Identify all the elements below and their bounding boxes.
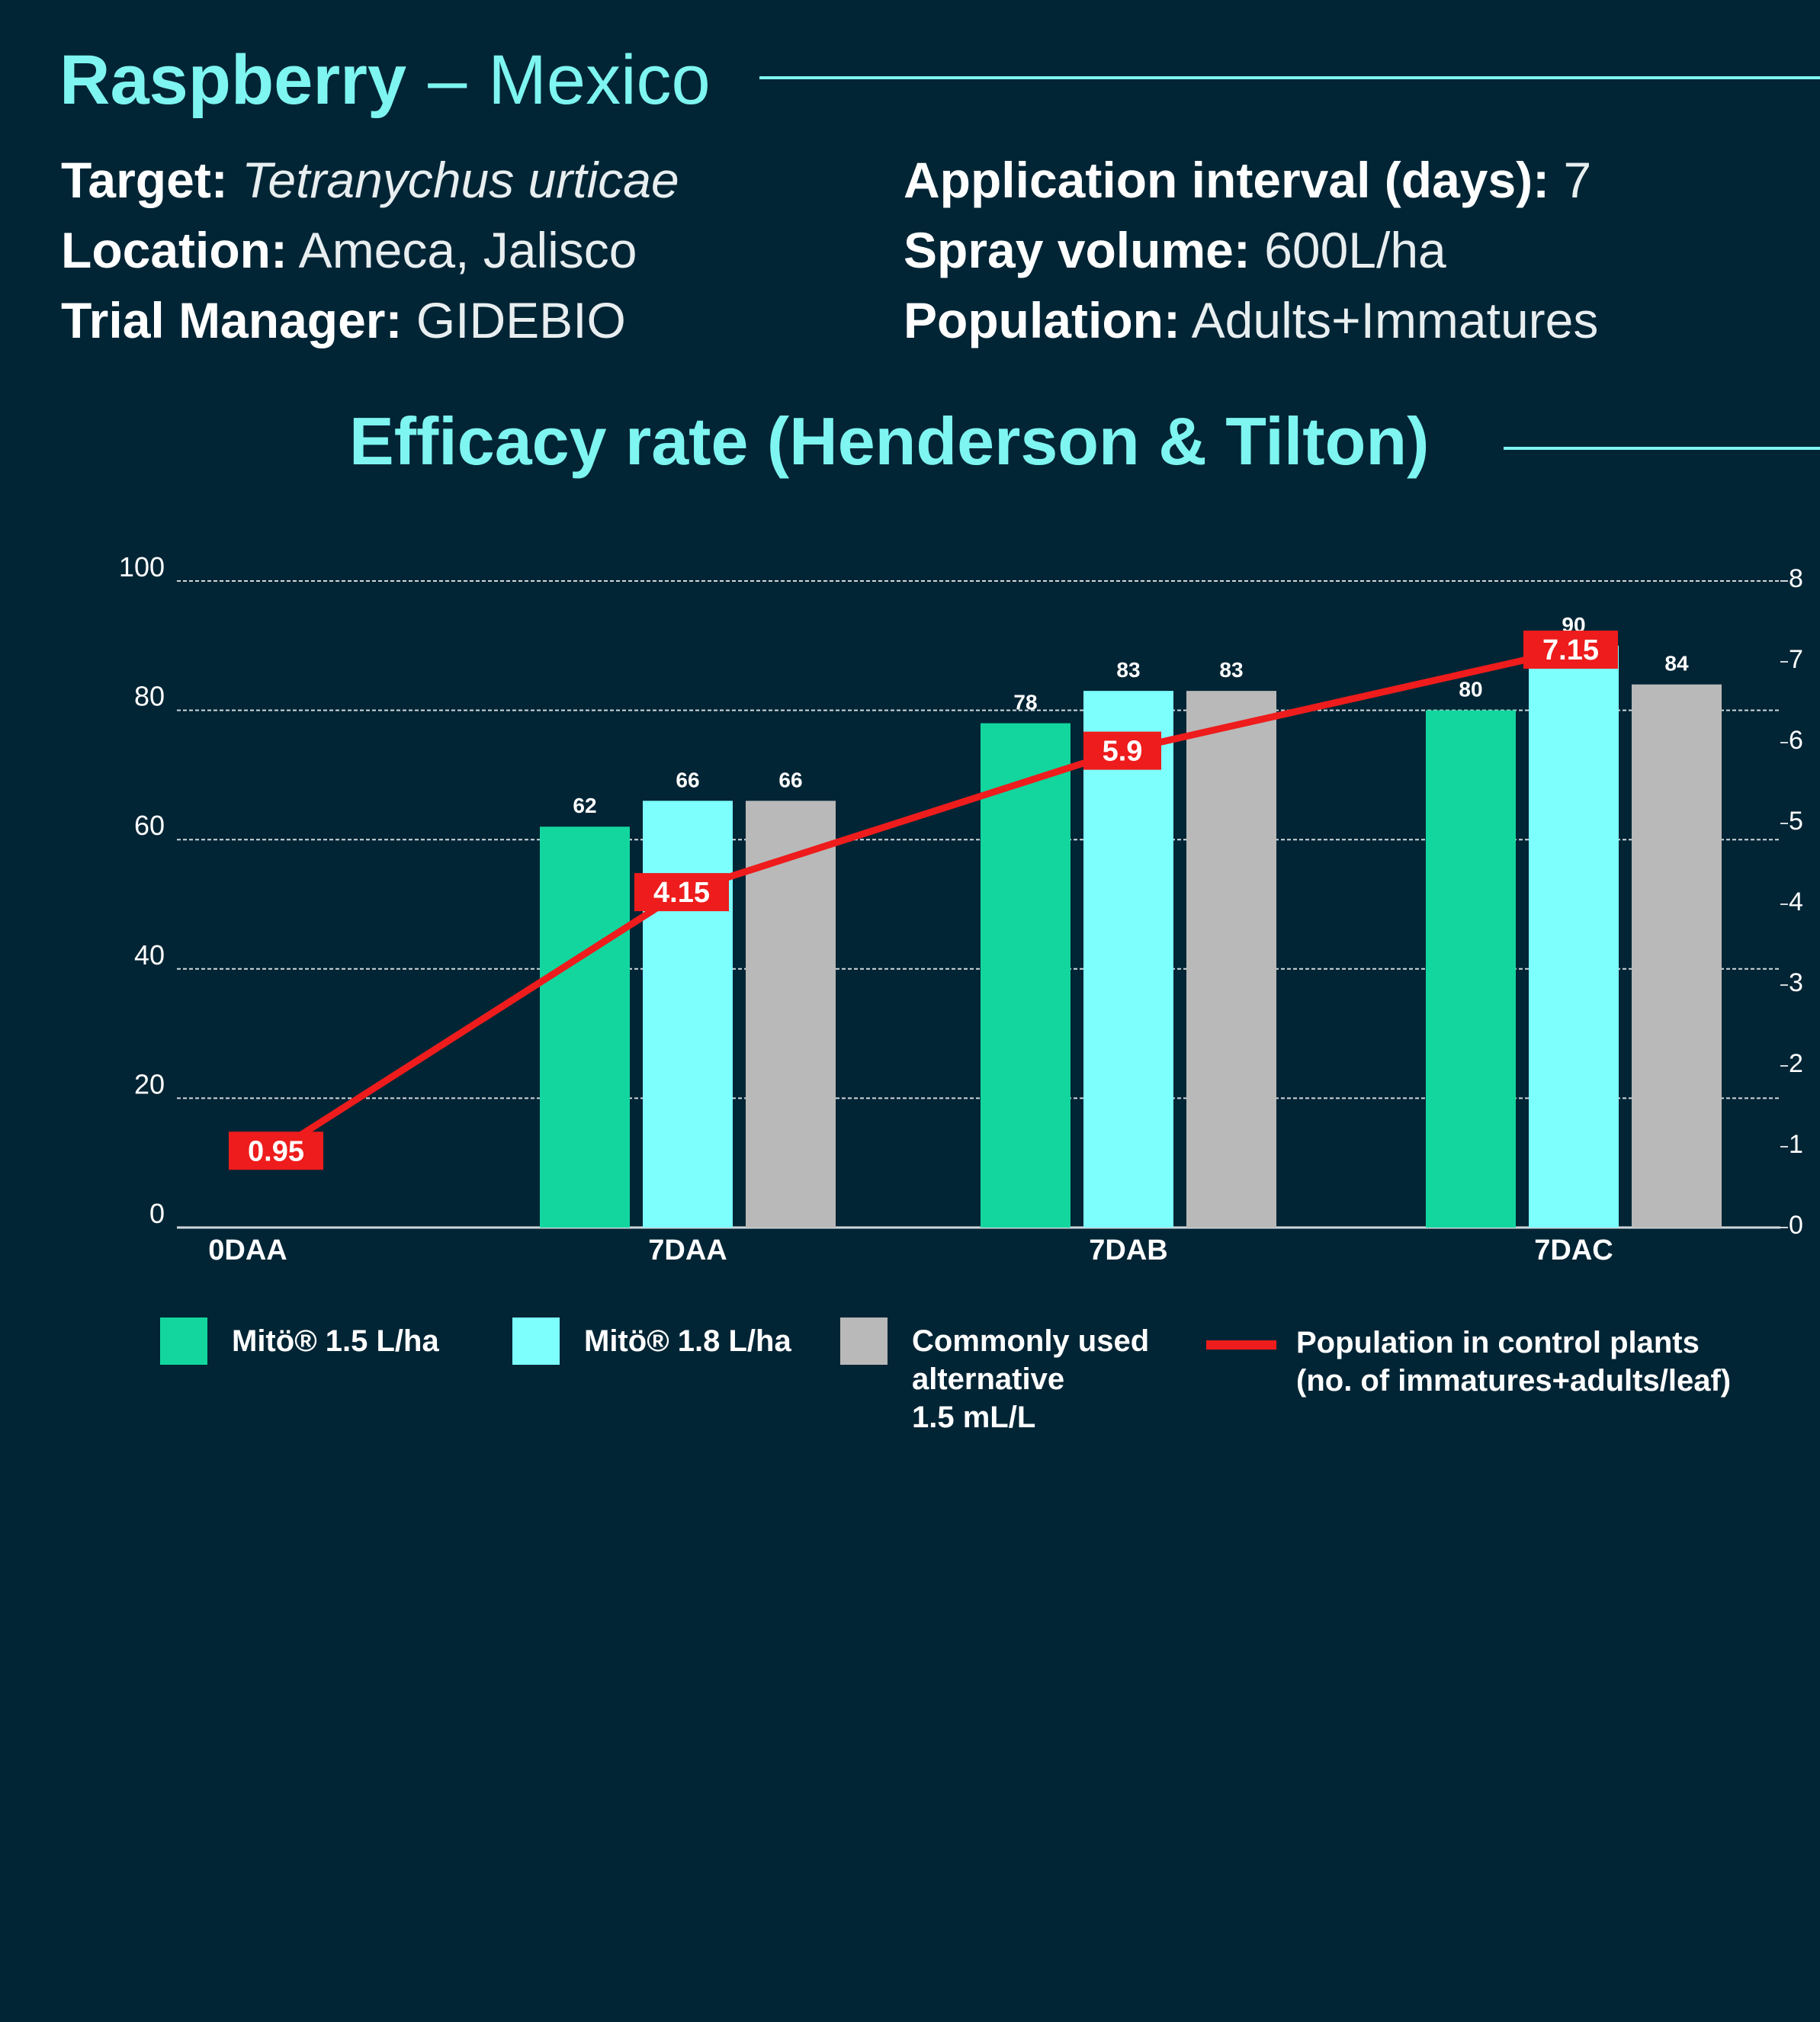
- legend-label-mito18: Mitö® 1.8 L/ha: [584, 1324, 791, 1358]
- info-target-value: Tetranychus urticae: [242, 152, 679, 208]
- control-point-marker: [229, 1131, 323, 1170]
- y-tick-label: 80: [134, 681, 165, 712]
- y2-tick-label: 5: [1789, 807, 1803, 836]
- y2-tick-label: 3: [1789, 968, 1803, 997]
- control-point-marker: [1083, 731, 1161, 770]
- title-separator: –: [428, 40, 467, 119]
- legend-item-control: Population in control plants (no. of imm…: [1206, 1318, 1731, 1400]
- crop-name: Raspberry: [59, 40, 407, 119]
- y2-tick-label: 6: [1789, 726, 1803, 755]
- x-tick-label: 7DAB: [1089, 1234, 1167, 1266]
- info-target-label: Target:: [61, 152, 228, 208]
- bar: [643, 801, 733, 1228]
- info-target: Target: Tetranychus urticae: [61, 145, 679, 215]
- x-tick-label: 7DAA: [648, 1234, 727, 1266]
- bar-value-label: 80: [1459, 678, 1482, 701]
- info-trial-manager-value: GIDEBIO: [416, 292, 626, 348]
- legend-label-alternative-line2: alternative: [912, 1362, 1065, 1396]
- bar: [1529, 645, 1619, 1228]
- info-spray-volume-value: 600L/ha: [1264, 222, 1446, 278]
- y-tick-label: 0: [149, 1198, 165, 1229]
- legend-label-alternative: Commonly used alternative 1.5 mL/L: [912, 1322, 1149, 1436]
- legend-line-control: [1206, 1340, 1276, 1350]
- y2-tick-label: 0: [1789, 1211, 1803, 1240]
- y-tick-label: 100: [119, 551, 165, 583]
- x-tick-label: 7DAC: [1534, 1234, 1613, 1266]
- info-interval-value: 7: [1563, 152, 1592, 208]
- legend-swatch-mito18: [512, 1318, 560, 1365]
- y-tick-label: 20: [134, 1068, 165, 1099]
- bar: [1426, 710, 1516, 1228]
- info-interval-label: Application interval (days):: [904, 152, 1550, 208]
- bar-value-label: 78: [1013, 691, 1037, 714]
- legend-swatch-alternative: [840, 1318, 888, 1365]
- legend-item-mito18: Mitö® 1.8 L/ha: [512, 1318, 791, 1365]
- info-population: Population: Adults+Immatures: [904, 285, 1598, 355]
- country-name: Mexico: [488, 40, 711, 119]
- legend-label-alternative-line1: Commonly used: [912, 1324, 1150, 1358]
- info-spray-volume-label: Spray volume:: [904, 222, 1250, 278]
- bar: [1632, 684, 1722, 1228]
- control-point-label: 0.95: [248, 1135, 304, 1167]
- page-title: Raspberry – Mexico: [59, 30, 711, 130]
- control-point-label: 7.15: [1542, 634, 1599, 666]
- legend-item-alternative: Commonly used alternative 1.5 mL/L: [840, 1318, 1149, 1436]
- y2-tick-label: 8: [1789, 564, 1803, 593]
- bar: [1186, 691, 1276, 1228]
- legend-swatch-mito15: [160, 1318, 207, 1365]
- control-point-marker: [1523, 631, 1618, 669]
- bar: [981, 723, 1070, 1228]
- info-location: Location: Ameca, Jalisco: [61, 215, 679, 285]
- bar: [746, 801, 836, 1228]
- info-trial-manager-label: Trial Manager:: [61, 292, 403, 348]
- info-location-label: Location:: [61, 222, 287, 278]
- legend-label-mito15: Mitö® 1.5 L/ha: [232, 1324, 439, 1358]
- info-trial-manager: Trial Manager: GIDEBIO: [61, 285, 679, 355]
- bar: [540, 826, 630, 1228]
- trial-info-left: Target: Tetranychus urticae Location: Am…: [61, 145, 679, 355]
- info-population-label: Population:: [904, 292, 1180, 348]
- bar-value-label: 84: [1664, 652, 1689, 676]
- bar-value-label: 83: [1219, 658, 1243, 682]
- control-population-line: [272, 646, 1574, 1154]
- legend-label-control-line1: Population in control plants: [1296, 1326, 1700, 1359]
- control-point-label: 5.9: [1103, 736, 1143, 768]
- info-spray-volume: Spray volume: 600L/ha: [904, 215, 1598, 285]
- y2-tick-label: 2: [1789, 1049, 1803, 1078]
- info-interval: Application interval (days): 7: [904, 145, 1598, 215]
- info-location-value: Ameca, Jalisco: [298, 222, 637, 278]
- y2-tick-label: 7: [1789, 645, 1803, 674]
- control-point-label: 4.15: [653, 877, 710, 909]
- title-rule: [759, 76, 1820, 79]
- control-point-marker: [634, 873, 729, 912]
- legend-label-alternative-line3: 1.5 mL/L: [912, 1401, 1036, 1434]
- legend-item-mito15: Mitö® 1.5 L/ha: [160, 1318, 439, 1365]
- bar-value-label: 66: [676, 768, 699, 791]
- chart-title: Efficacy rate (Henderson & Tilton): [349, 403, 1430, 479]
- legend-label-control-line2: (no. of immatures+adults/leaf): [1296, 1364, 1732, 1398]
- chart-title-rule: [1504, 447, 1820, 450]
- info-population-value: Adults+Immatures: [1191, 292, 1599, 348]
- y-tick-label: 60: [134, 810, 165, 841]
- bar-value-label: 66: [778, 768, 802, 791]
- y2-tick-label: 1: [1789, 1130, 1803, 1159]
- y-tick-label: 40: [134, 939, 165, 971]
- bar: [1083, 691, 1173, 1228]
- trial-info-right: Application interval (days): 7 Spray vol…: [904, 145, 1598, 355]
- legend-label-control: Population in control plants (no. of imm…: [1296, 1324, 1731, 1400]
- y2-tick-label: 4: [1789, 887, 1803, 916]
- x-tick-label: 0DAA: [208, 1234, 287, 1266]
- bar-value-label: 62: [573, 794, 596, 817]
- bar-value-label: 83: [1116, 658, 1140, 682]
